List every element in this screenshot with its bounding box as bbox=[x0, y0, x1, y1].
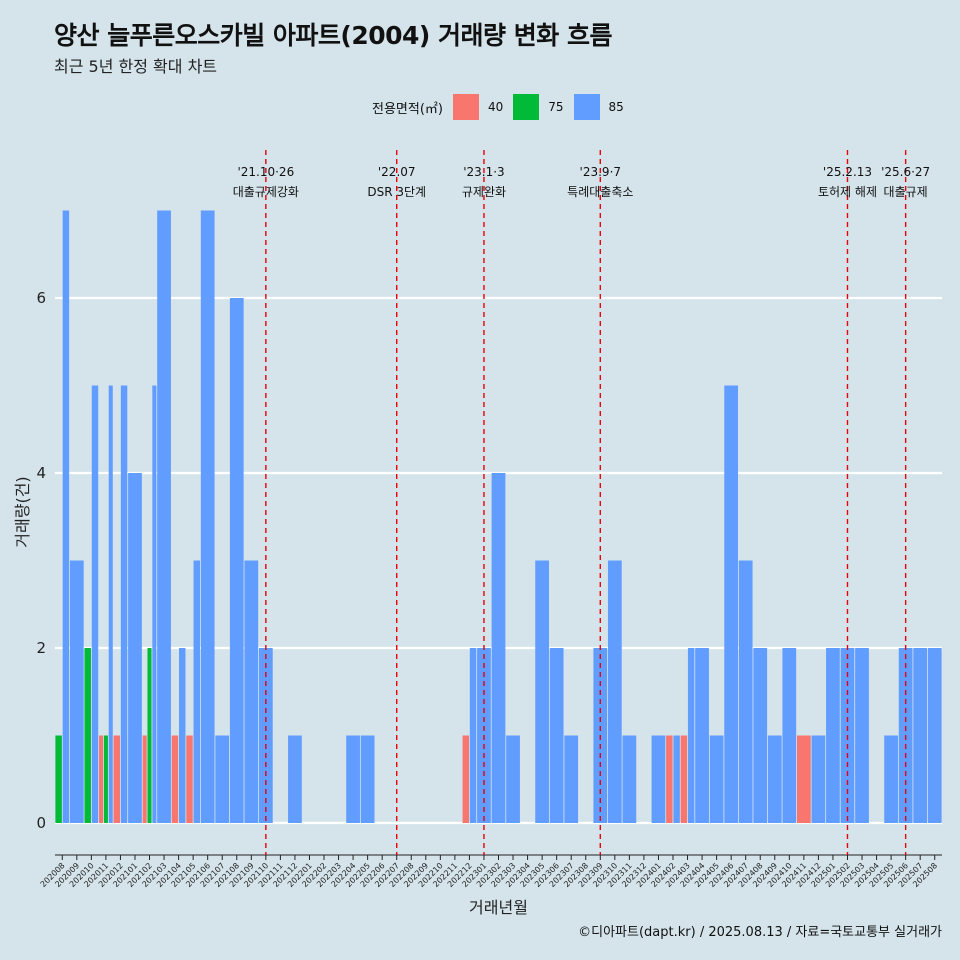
bar-202011-40 bbox=[99, 735, 104, 823]
y-tick-label: 4 bbox=[36, 464, 46, 482]
bar-202404-85 bbox=[695, 648, 709, 823]
bar-202303-85 bbox=[506, 735, 520, 823]
bar-202009-85 bbox=[69, 560, 84, 823]
bar-202103-85 bbox=[157, 210, 171, 823]
bar-202101-85 bbox=[128, 473, 142, 823]
legend-item-85: 85 bbox=[573, 94, 624, 120]
bar-202012-40 bbox=[113, 735, 121, 823]
bar-202204-85 bbox=[346, 735, 360, 823]
bar-202311-85 bbox=[622, 735, 637, 823]
event-date: '22.07 bbox=[378, 165, 416, 179]
bar-202406-85 bbox=[724, 385, 739, 823]
bar-202402-85 bbox=[673, 735, 680, 823]
event-date: '25.2.13 bbox=[823, 165, 872, 179]
y-tick-label: 2 bbox=[36, 639, 46, 657]
bar-202008-75 bbox=[55, 735, 62, 823]
bar-202105-85 bbox=[193, 560, 201, 823]
bar-202507-85 bbox=[913, 648, 928, 823]
bar-202501-85 bbox=[826, 648, 840, 823]
bar-202011-85 bbox=[108, 385, 113, 823]
bar-202212-85 bbox=[469, 648, 477, 823]
bar-202310-85 bbox=[607, 560, 622, 823]
event-label: 대출규제강화 bbox=[233, 185, 299, 199]
y-tick-label: 6 bbox=[36, 289, 46, 307]
y-tick-label: 0 bbox=[36, 814, 46, 832]
bar-202408-85 bbox=[753, 648, 768, 823]
event-date: '23.1·3 bbox=[463, 165, 504, 179]
bar-202205-85 bbox=[360, 735, 375, 823]
bar-202410-85 bbox=[782, 648, 797, 823]
legend-title: 전용면적(㎡) bbox=[372, 101, 443, 117]
bar-202403-40 bbox=[680, 735, 688, 823]
bar-202010-85 bbox=[91, 385, 99, 823]
chart-subtitle: 최근 5년 한정 확대 차트 bbox=[54, 57, 218, 76]
chart-title: 양산 늘푸른오스카빌 아파트(2004) 거래량 변화 흐름 bbox=[54, 21, 612, 50]
legend-item-75: 75 bbox=[513, 94, 564, 120]
bar-202508-85 bbox=[927, 648, 942, 823]
event-label: 토허제 해제 bbox=[818, 185, 877, 199]
event-label: 대출규제 bbox=[884, 185, 928, 199]
bar-202011-75 bbox=[103, 735, 108, 823]
bar-202102-85 bbox=[152, 385, 157, 823]
bar-202107-85 bbox=[215, 735, 230, 823]
bar-202106-85 bbox=[200, 210, 215, 823]
bar-202108-85 bbox=[229, 298, 244, 823]
legend-swatch-85 bbox=[573, 94, 600, 120]
legend-label-40: 40 bbox=[487, 100, 504, 114]
bar-202412-85 bbox=[811, 735, 826, 823]
legend-swatch-75 bbox=[513, 94, 540, 120]
y-axis-title: 거래량(건) bbox=[13, 476, 32, 547]
bar-202409-85 bbox=[767, 735, 782, 823]
bar-202212-40 bbox=[462, 735, 470, 823]
bar-202403-85 bbox=[687, 648, 695, 823]
bar-202302-85 bbox=[491, 473, 506, 823]
bar-202306-85 bbox=[549, 648, 564, 823]
legend-label-75: 75 bbox=[548, 100, 564, 114]
bar-202012-85 bbox=[120, 385, 128, 823]
bar-202405-85 bbox=[709, 735, 724, 823]
legend: 전용면적(㎡) 40 75 85 bbox=[372, 93, 634, 121]
x-axis-title: 거래년월 bbox=[469, 898, 528, 917]
bar-202402-40 bbox=[666, 735, 673, 823]
legend-swatch-40 bbox=[452, 94, 479, 120]
bar-202307-85 bbox=[564, 735, 579, 823]
bar-202505-85 bbox=[884, 735, 898, 823]
bar-202102-75 bbox=[147, 648, 152, 823]
bar-202407-85 bbox=[738, 560, 753, 823]
bar-202104-40 bbox=[171, 735, 179, 823]
bar-202008-85 bbox=[62, 210, 70, 823]
bar-202010-75 bbox=[84, 648, 91, 823]
event-date: '25.6·27 bbox=[881, 165, 930, 179]
bar-202401-85 bbox=[651, 735, 666, 823]
event-date: '21.10·26 bbox=[237, 165, 294, 179]
bar-202305-85 bbox=[535, 560, 549, 823]
event-label: 특례대출축소 bbox=[567, 185, 633, 199]
event-date: '23.9·7 bbox=[580, 165, 621, 179]
bar-202104-85 bbox=[178, 648, 186, 823]
legend-item-40: 40 bbox=[452, 94, 504, 120]
bar-202102-40 bbox=[142, 735, 147, 823]
bar-202503-85 bbox=[855, 648, 869, 823]
bar-202112-85 bbox=[288, 735, 302, 823]
event-label: 규제완화 bbox=[462, 185, 506, 199]
legend-label-85: 85 bbox=[608, 100, 624, 114]
bar-202109-85 bbox=[244, 560, 259, 823]
event-label: DSR 3단계 bbox=[367, 185, 426, 199]
source-caption: ©디아파트(dapt.kr) / 2025.08.13 / 자료=국토교통부 실… bbox=[578, 925, 942, 940]
bar-202411-40 bbox=[796, 735, 811, 823]
bar-202105-40 bbox=[186, 735, 193, 823]
